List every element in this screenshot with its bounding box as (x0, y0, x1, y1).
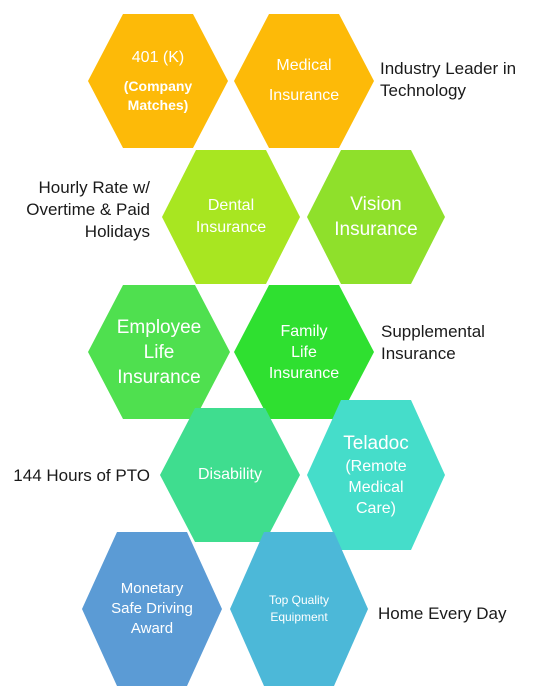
side-label-home-every-day: Home Every Day (378, 603, 506, 625)
hex-safe-driving-line: Safe Driving (111, 600, 193, 617)
hex-employee-life: Employee Life Insurance (88, 285, 230, 419)
side-label-industry-leader: Industry Leader in Technology (380, 58, 516, 102)
hex-safe-driving-label: Monetary Safe Driving Award (82, 532, 222, 686)
hex-employee-life-label: Employee Life Insurance (88, 285, 230, 419)
hex-dental-line: Insurance (195, 219, 267, 236)
hex-401k-line: 401 (K) (131, 49, 185, 66)
hex-shape (88, 285, 230, 419)
hex-dental: Dental Insurance (162, 150, 300, 284)
hex-dental-label: Dental Insurance (162, 150, 300, 284)
hex-disability-label: Disability (160, 408, 300, 542)
hex-shape (230, 532, 368, 686)
hex-family-life-line: Life (291, 343, 317, 361)
hex-employee-life-line: Insurance (117, 366, 201, 388)
hex-teladoc-label: Teladoc (Remote Medical Care) (307, 400, 445, 550)
hex-employee-life-line: Employee (116, 316, 202, 338)
side-label-line: Holidays (84, 222, 150, 241)
side-label-line: Hourly Rate w/ (38, 178, 150, 197)
hex-teladoc-line: Care) (355, 499, 396, 517)
hex-medical-line: Insurance (268, 87, 340, 104)
hex-family-life-line: Family (280, 322, 328, 340)
hex-disability-line: Disability (197, 466, 262, 483)
hex-shape (307, 400, 445, 550)
hex-vision-line: Insurance (334, 219, 418, 240)
hex-medical-label: Medical Insurance (234, 14, 374, 148)
hex-safe-driving-line: Award (130, 620, 174, 637)
hex-equipment-label: Top Quality Equipment (230, 532, 368, 686)
side-label-supplemental: Supplemental Insurance (381, 321, 485, 365)
side-label-line: 144 Hours of PTO (13, 466, 150, 485)
side-label-pto: 144 Hours of PTO (0, 465, 150, 487)
hex-shape (82, 532, 222, 686)
side-label-line: Home Every Day (378, 604, 507, 623)
hex-family-life-label: Family Life Insurance (234, 285, 374, 419)
hex-shape (160, 408, 300, 542)
hex-shape (162, 150, 300, 284)
side-label-line: Industry Leader in (380, 59, 517, 78)
hex-equipment: Top Quality Equipment (230, 532, 368, 686)
hex-teladoc: Teladoc (Remote Medical Care) (307, 400, 445, 550)
side-label-hourly-rate: Hourly Rate w/ Overtime & Paid Holidays (8, 177, 150, 243)
side-label-line: Overtime & Paid (26, 200, 150, 219)
hex-401k-line: (Company (123, 78, 193, 94)
hex-vision-label: Vision Insurance (307, 150, 445, 284)
hex-equipment-line: Top Quality (268, 593, 330, 607)
hex-disability: Disability (160, 408, 300, 542)
hex-401k-label: 401 (K) (Company Matches) (88, 14, 228, 148)
hex-safe-driving: Monetary Safe Driving Award (82, 532, 222, 686)
hex-shape (234, 14, 374, 148)
hex-equipment-line: Equipment (270, 610, 328, 624)
hex-medical-line: Medical (276, 57, 332, 74)
side-label-line: Insurance (381, 344, 456, 363)
hex-family-life-line: Insurance (268, 364, 340, 382)
hex-family-life: Family Life Insurance (234, 285, 374, 419)
hex-401k-line: Matches) (127, 97, 189, 113)
hex-vision-line: Vision (350, 194, 402, 215)
side-label-line: Technology (380, 81, 467, 100)
hex-employee-life-line: Life (143, 341, 175, 363)
hex-teladoc-line: Medical (348, 478, 404, 496)
hex-shape (307, 150, 445, 284)
hex-vision: Vision Insurance (307, 150, 445, 284)
hex-medical: Medical Insurance (234, 14, 374, 148)
hex-shape (234, 285, 374, 419)
hex-dental-line: Dental (207, 197, 255, 214)
hex-401k: 401 (K) (Company Matches) (88, 14, 228, 148)
hex-safe-driving-line: Monetary (120, 580, 184, 597)
hex-shape (88, 14, 228, 148)
side-label-line: Supplemental (381, 322, 485, 341)
hex-teladoc-line: Teladoc (343, 432, 409, 454)
hex-teladoc-line: (Remote (345, 457, 407, 475)
